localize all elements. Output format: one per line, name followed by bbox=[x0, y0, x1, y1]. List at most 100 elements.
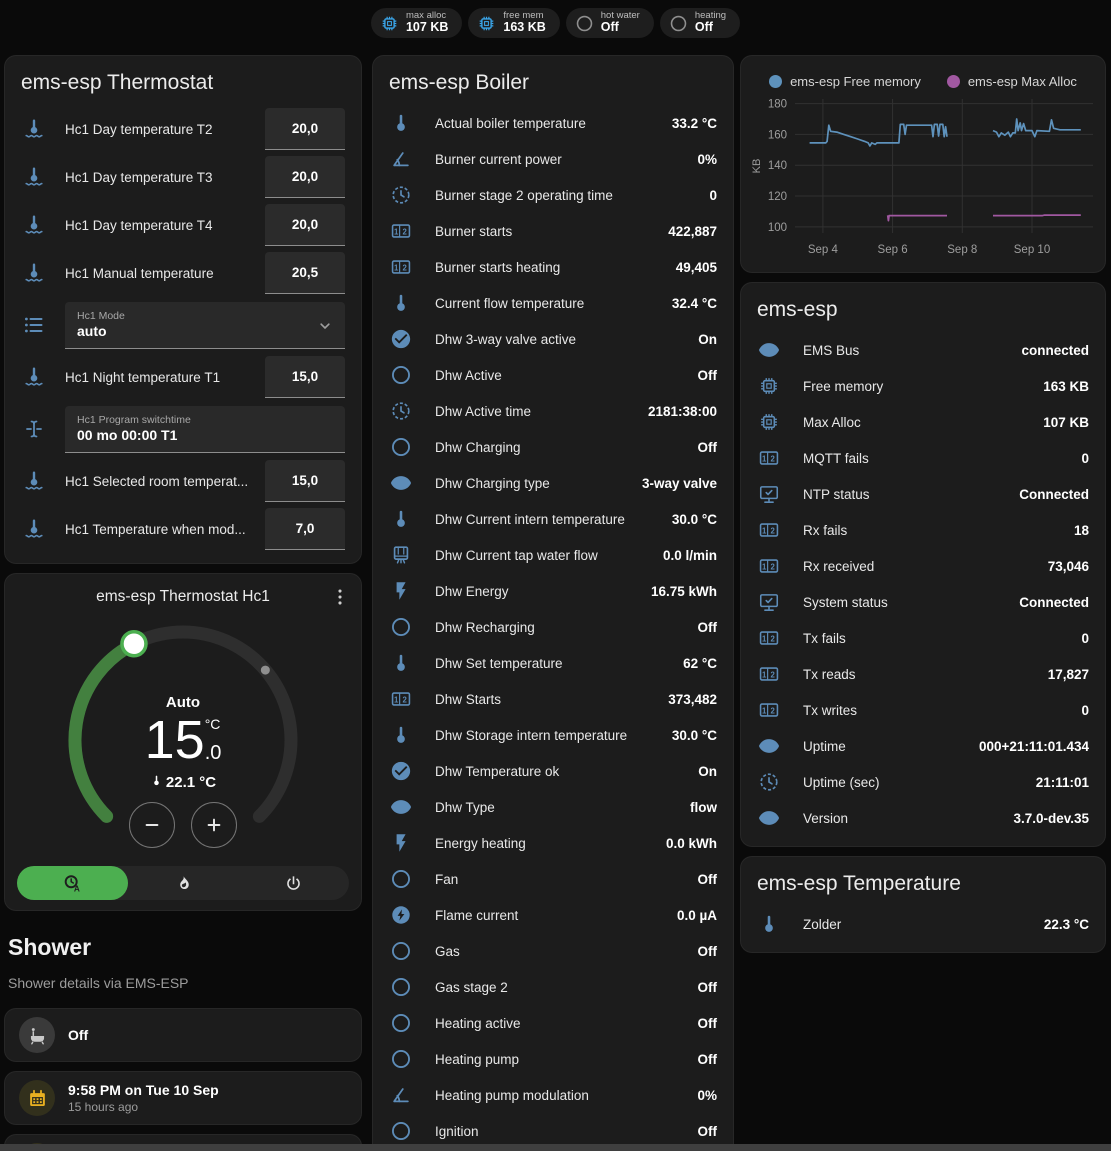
entity-row[interactable]: Dhw Current tap water flow 0.0 l/min bbox=[373, 537, 733, 573]
entity-row[interactable]: Fan Off bbox=[373, 861, 733, 897]
entity-row[interactable]: Hc1 Night temperature T1 15,0 bbox=[5, 353, 361, 401]
entity-row[interactable]: Hc1 Program switchtime 00 mo 00:00 T1 bbox=[5, 401, 361, 457]
shower-info-card[interactable]: Off bbox=[4, 1008, 362, 1062]
number-input[interactable]: 15,0 bbox=[265, 356, 345, 398]
badge-label: free mem bbox=[503, 10, 544, 22]
number-input[interactable]: 15,0 bbox=[265, 460, 345, 502]
entity-row[interactable]: Max Alloc 107 KB bbox=[741, 404, 1105, 440]
entity-name: Rx received bbox=[803, 558, 875, 574]
more-options-icon[interactable] bbox=[327, 584, 353, 610]
select-input[interactable]: Hc1 Mode auto bbox=[65, 301, 345, 349]
entity-row[interactable]: Gas stage 2 Off bbox=[373, 969, 733, 1005]
shower-info-card[interactable]: 9:58 PM on Tue 10 Sep 15 hours ago bbox=[4, 1071, 362, 1125]
entity-row[interactable]: Dhw Energy 16.75 kWh bbox=[373, 573, 733, 609]
mode-heat-button[interactable] bbox=[128, 866, 239, 900]
entity-row[interactable]: Dhw Current intern temperature 30.0 °C bbox=[373, 501, 733, 537]
entity-row[interactable]: NTP status Connected bbox=[741, 476, 1105, 512]
entity-row[interactable]: 1 2 Rx received 73,046 bbox=[741, 548, 1105, 584]
entity-row[interactable]: 1 2 Burner starts heating 49,405 bbox=[373, 249, 733, 285]
thermostat-dial[interactable] bbox=[53, 612, 313, 862]
thermometer-water-icon bbox=[21, 516, 47, 542]
circle-outline-icon bbox=[575, 14, 594, 33]
entity-state: 17,827 bbox=[1047, 666, 1089, 682]
entity-row[interactable]: 1 2 Tx reads 17,827 bbox=[741, 656, 1105, 692]
entity-row[interactable]: Actual boiler temperature 33.2 °C bbox=[373, 105, 733, 141]
entity-row[interactable]: Hc1 Day temperature T3 20,0 bbox=[5, 153, 361, 201]
entity-row[interactable]: Ignition Off bbox=[373, 1113, 733, 1149]
entity-row[interactable]: Heating pump Off bbox=[373, 1041, 733, 1077]
entity-state: 0 bbox=[1081, 450, 1089, 466]
entity-row[interactable]: EMS Bus connected bbox=[741, 332, 1105, 368]
target-temp-knob[interactable] bbox=[120, 630, 148, 658]
entity-row[interactable]: Uptime 000+21:11:01.434 bbox=[741, 728, 1105, 764]
badge-free-mem[interactable]: free mem 163 KB bbox=[468, 8, 560, 38]
badge-max-alloc[interactable]: max alloc 107 KB bbox=[370, 8, 463, 38]
entity-state: Off bbox=[697, 619, 718, 635]
entity-row[interactable]: Hc1 Temperature when mod... 7,0 bbox=[5, 505, 361, 553]
mode-off-button[interactable] bbox=[238, 866, 349, 900]
entity-row[interactable]: 1 2 Tx writes 0 bbox=[741, 692, 1105, 728]
entity-row[interactable]: Uptime (sec) 21:11:01 bbox=[741, 764, 1105, 800]
thermometer-icon bbox=[757, 912, 781, 936]
entity-row[interactable]: Current flow temperature 32.4 °C bbox=[373, 285, 733, 321]
entity-row[interactable]: Dhw Set temperature 62 °C bbox=[373, 645, 733, 681]
entity-row[interactable]: Hc1 Mode auto bbox=[5, 297, 361, 353]
number-input[interactable]: 20,0 bbox=[265, 108, 345, 150]
entity-row[interactable]: Dhw Recharging Off bbox=[373, 609, 733, 645]
legend-item[interactable]: ems-esp Free memory bbox=[769, 74, 921, 89]
entity-row[interactable]: Hc1 Day temperature T4 20,0 bbox=[5, 201, 361, 249]
entity-row[interactable]: Dhw 3-way valve active On bbox=[373, 321, 733, 357]
svg-text:1: 1 bbox=[762, 670, 767, 679]
entity-row[interactable]: Flame current 0.0 µA bbox=[373, 897, 733, 933]
number-input[interactable]: 20,0 bbox=[265, 156, 345, 198]
entity-state: 22.3 °C bbox=[1043, 916, 1089, 932]
number-input[interactable]: 20,5 bbox=[265, 252, 345, 294]
entity-row[interactable]: Zolder 22.3 °C bbox=[741, 906, 1105, 942]
field-value: auto bbox=[77, 323, 107, 340]
increase-temperature-button[interactable] bbox=[191, 802, 237, 848]
entity-row[interactable]: Energy heating 0.0 kWh bbox=[373, 825, 733, 861]
entity-row[interactable]: Gas Off bbox=[373, 933, 733, 969]
circle-outline-icon bbox=[389, 363, 413, 387]
entity-row[interactable]: 1 2 Tx fails 0 bbox=[741, 620, 1105, 656]
entity-row[interactable]: Version 3.7.0-dev.35 bbox=[741, 800, 1105, 836]
entity-row[interactable]: System status Connected bbox=[741, 584, 1105, 620]
entity-row[interactable]: Dhw Active time 2181:38:00 bbox=[373, 393, 733, 429]
entity-name: Energy heating bbox=[435, 835, 526, 851]
entity-row[interactable]: Dhw Charging Off bbox=[373, 429, 733, 465]
badge-hot-water[interactable]: hot water Off bbox=[565, 8, 654, 38]
card-title: ems-esp Boiler bbox=[389, 71, 530, 94]
entity-row[interactable]: Dhw Type flow bbox=[373, 789, 733, 825]
entity-row[interactable]: Dhw Active Off bbox=[373, 357, 733, 393]
decrease-temperature-button[interactable] bbox=[129, 802, 175, 848]
entity-row[interactable]: 1 2 Rx fails 18 bbox=[741, 512, 1105, 548]
entity-name: Dhw Storage intern temperature bbox=[435, 727, 628, 743]
entity-row[interactable]: Dhw Storage intern temperature 30.0 °C bbox=[373, 717, 733, 753]
entity-row[interactable]: 1 2 MQTT fails 0 bbox=[741, 440, 1105, 476]
entity-row[interactable]: Hc1 Manual temperature 20,5 bbox=[5, 249, 361, 297]
entity-row[interactable]: Heating active Off bbox=[373, 1005, 733, 1041]
number-input[interactable]: 7,0 bbox=[265, 508, 345, 550]
entity-name: Dhw Recharging bbox=[435, 619, 535, 635]
boiler-card: ems-esp Boiler Actual boiler temperature… bbox=[372, 55, 734, 1151]
entity-row[interactable]: 1 2 Burner starts 422,887 bbox=[373, 213, 733, 249]
entity-row[interactable]: Hc1 Selected room temperat... 15,0 bbox=[5, 457, 361, 505]
badge-heating[interactable]: heating Off bbox=[659, 8, 741, 38]
text-input[interactable]: Hc1 Program switchtime 00 mo 00:00 T1 bbox=[65, 405, 345, 453]
entity-row[interactable]: Dhw Charging type 3-way valve bbox=[373, 465, 733, 501]
entity-row[interactable]: 1 2 Dhw Starts 373,482 bbox=[373, 681, 733, 717]
entity-row[interactable]: Heating pump modulation 0% bbox=[373, 1077, 733, 1113]
number-input[interactable]: 20,0 bbox=[265, 204, 345, 246]
entity-row[interactable]: Dhw Temperature ok On bbox=[373, 753, 733, 789]
entity-row[interactable]: Burner current power 0% bbox=[373, 141, 733, 177]
horizontal-scrollbar[interactable] bbox=[0, 1144, 1111, 1151]
entity-name: Burner stage 2 operating time bbox=[435, 187, 613, 203]
mode-auto-button[interactable]: A bbox=[17, 866, 128, 900]
entity-row[interactable]: Burner stage 2 operating time 0 bbox=[373, 177, 733, 213]
entity-row[interactable]: Hc1 Day temperature T2 20,0 bbox=[5, 105, 361, 153]
entity-name: Tx reads bbox=[803, 666, 856, 682]
entity-row[interactable]: Free memory 163 KB bbox=[741, 368, 1105, 404]
card-primary-text: Off bbox=[68, 1027, 89, 1043]
legend-item[interactable]: ems-esp Max Alloc bbox=[946, 74, 1077, 89]
entity-name: Fan bbox=[435, 871, 459, 887]
